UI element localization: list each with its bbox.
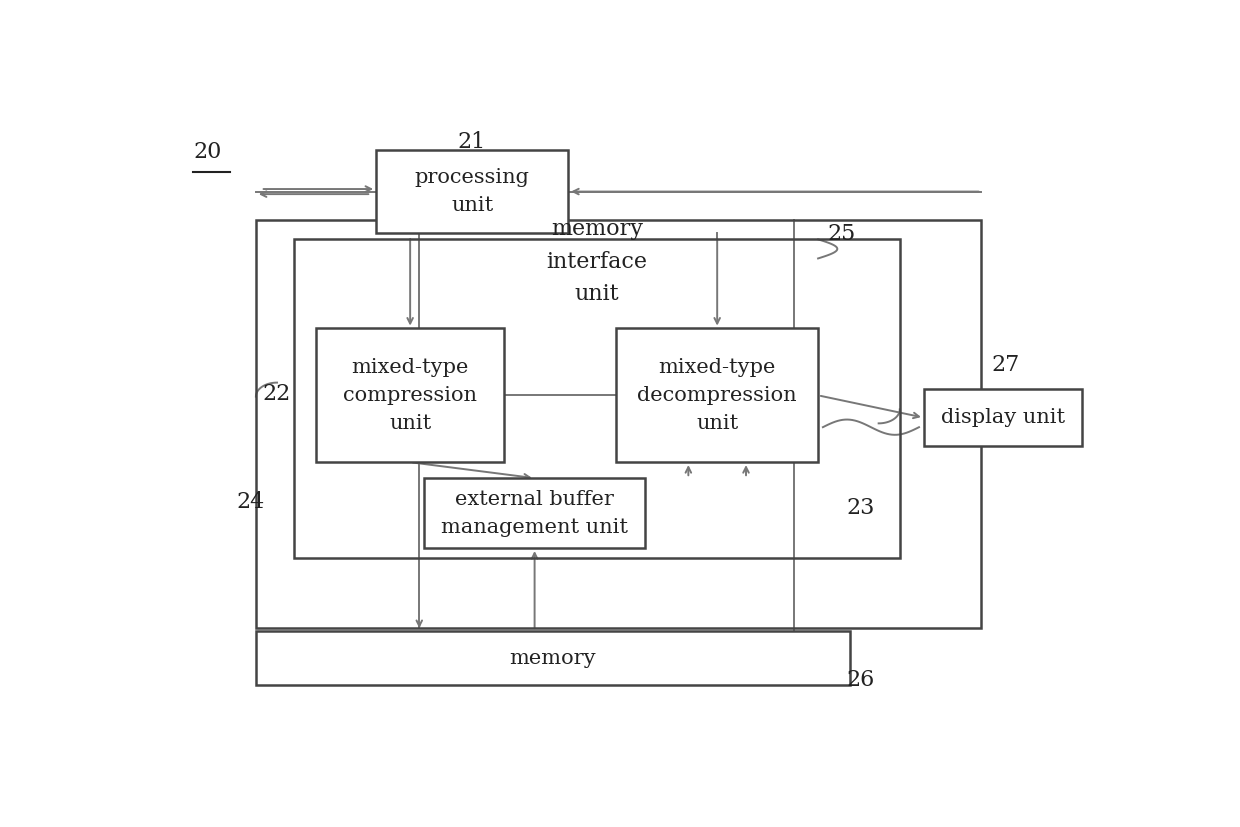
Text: 22: 22: [263, 383, 291, 404]
Text: 24: 24: [237, 491, 265, 513]
Text: 21: 21: [458, 131, 486, 153]
Text: processing
unit: processing unit: [414, 168, 529, 215]
Text: 27: 27: [991, 354, 1019, 376]
Text: 20: 20: [193, 141, 222, 163]
FancyBboxPatch shape: [924, 389, 1083, 447]
Text: 25: 25: [828, 223, 856, 246]
FancyBboxPatch shape: [424, 478, 645, 548]
FancyBboxPatch shape: [376, 151, 568, 233]
Text: memory: memory: [510, 648, 596, 667]
Text: mixed-type
decompression
unit: mixed-type decompression unit: [637, 358, 797, 433]
Text: 23: 23: [847, 497, 875, 519]
FancyBboxPatch shape: [616, 328, 818, 462]
Text: 26: 26: [847, 669, 875, 691]
Text: display unit: display unit: [941, 409, 1065, 427]
FancyBboxPatch shape: [255, 631, 849, 685]
Text: mixed-type
compression
unit: mixed-type compression unit: [343, 358, 477, 433]
Text: external buffer
management unit: external buffer management unit: [441, 490, 629, 537]
FancyBboxPatch shape: [316, 328, 503, 462]
Text: memory
interface
unit: memory interface unit: [547, 218, 647, 305]
